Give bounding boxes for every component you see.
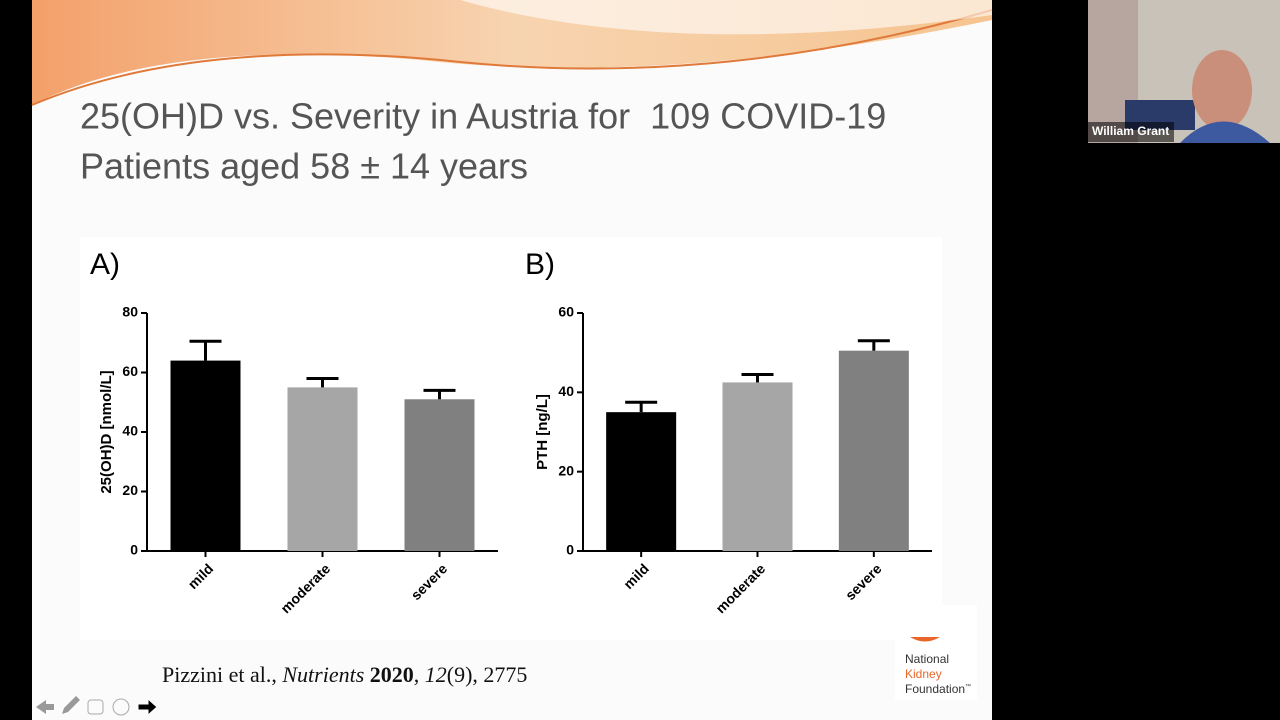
swoosh-highlight	[460, 0, 992, 35]
logo-text: National	[905, 652, 949, 666]
bar	[606, 412, 677, 551]
more-button[interactable]	[112, 698, 130, 716]
logo-box	[895, 605, 977, 700]
participant-face	[1192, 50, 1252, 130]
logo-text: Foundation™	[905, 682, 971, 696]
y-tick-label: 0	[130, 542, 138, 558]
citation-pages: (9), 2775	[447, 662, 528, 687]
participant-shirt	[1180, 121, 1270, 143]
y-tick-label: 20	[122, 482, 138, 498]
bar	[287, 387, 358, 551]
pen-button[interactable]	[62, 696, 80, 714]
logo-mark	[910, 637, 940, 642]
y-axis-label: 25(OH)D [nmol/L]	[98, 370, 115, 493]
logo-text: Foundation	[905, 682, 965, 696]
next-button[interactable]	[137, 697, 158, 717]
y-tick-label: 80	[122, 304, 138, 320]
panel-label: B)	[525, 248, 555, 281]
citation-author: Pizzini et al.,	[162, 662, 282, 687]
slides-button[interactable]	[87, 699, 104, 715]
y-axis-label: PTH [ng/L]	[534, 394, 551, 470]
citation: Pizzini et al., Nutrients 2020, 12(9), 2…	[162, 662, 527, 687]
y-tick-label: 40	[558, 383, 574, 399]
y-tick-label: 60	[558, 304, 574, 320]
panel-label: A)	[90, 248, 120, 281]
citation-volume: 12	[425, 662, 447, 687]
bar	[722, 382, 793, 551]
swoosh-line	[31, 9, 993, 106]
bar	[404, 399, 475, 551]
citation-sep: ,	[414, 662, 425, 687]
slide-title: Patients aged 58 ± 14 years	[80, 146, 528, 187]
slide-title: 25(OH)D vs. Severity in Austria for 109 …	[80, 96, 886, 137]
bar	[170, 360, 241, 551]
y-tick-label: 60	[122, 363, 138, 379]
y-tick-label: 0	[566, 542, 574, 558]
logo-tm: ™	[965, 683, 971, 690]
y-tick-label: 40	[122, 423, 138, 439]
citation-journal: Nutrients	[281, 662, 364, 687]
participant-name: William Grant	[1092, 124, 1169, 138]
y-tick-label: 20	[558, 462, 574, 478]
bar	[838, 350, 909, 551]
prev-button[interactable]	[36, 700, 54, 714]
name-tag-bg	[1088, 122, 1174, 142]
citation-year: 2020	[364, 662, 414, 687]
logo-text: Kidney	[905, 667, 942, 681]
slide-controls	[36, 696, 158, 717]
